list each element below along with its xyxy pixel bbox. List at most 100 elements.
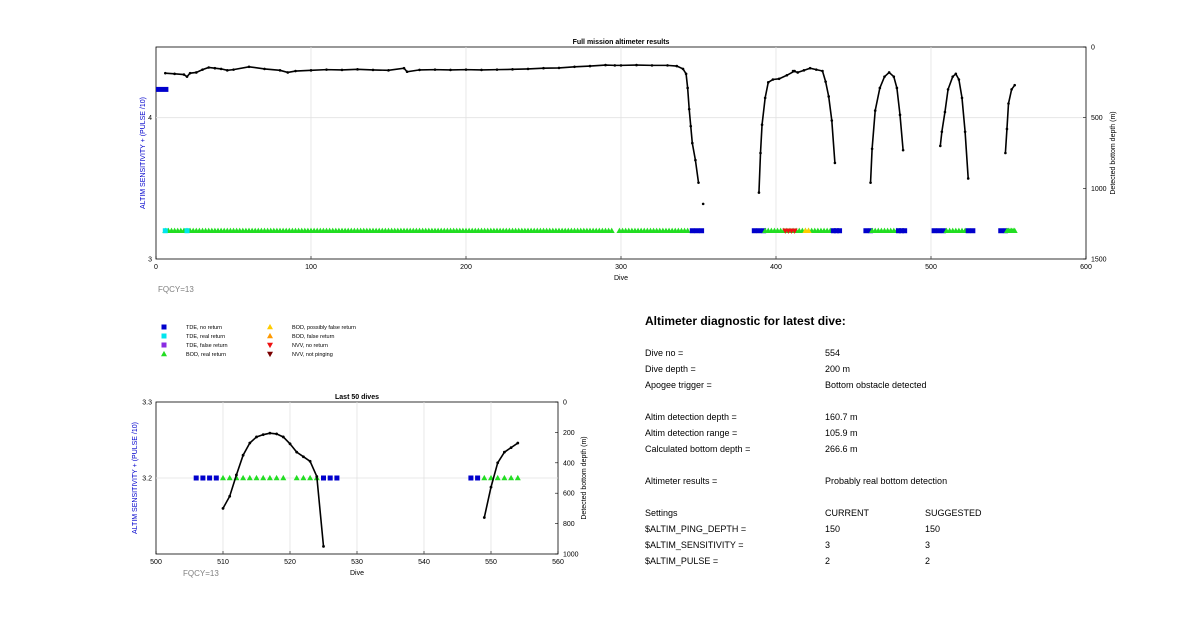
tde-no-return-marker xyxy=(830,228,836,234)
depth-point xyxy=(827,95,830,98)
depth-point xyxy=(689,124,693,128)
depth-point xyxy=(802,69,806,72)
diagnostic-title: Altimeter diagnostic for latest dive: xyxy=(645,314,846,328)
depth-point xyxy=(830,119,834,122)
legend-item: BOD, real return xyxy=(161,350,226,358)
legend-label: TDE, no return xyxy=(186,325,222,331)
y-tick-label: 4 xyxy=(148,115,152,122)
depth-point xyxy=(188,71,192,75)
depth-series-line xyxy=(792,67,836,163)
full-mission-title: Full mission altimeter results xyxy=(573,39,670,46)
diagnostic-row xyxy=(645,460,1175,474)
bod-real-return-legend-marker xyxy=(161,350,167,357)
depth-point xyxy=(766,81,770,84)
depth-point xyxy=(387,69,390,72)
last-50-marks xyxy=(193,431,521,548)
x-tick-label: 500 xyxy=(150,559,162,566)
tde-no-return-marker xyxy=(936,228,942,234)
bod-real-return-marker xyxy=(240,474,247,481)
depth-point xyxy=(195,71,198,74)
tde-no-return-marker xyxy=(940,228,946,234)
diagnostic-value: CURRENT xyxy=(825,508,869,518)
depth-point xyxy=(771,78,775,81)
bod-real-return-marker xyxy=(246,474,253,481)
x-tick-label: 540 xyxy=(418,559,430,566)
tde-no-return-marker xyxy=(970,228,976,234)
depth-point xyxy=(526,67,530,71)
last-50-right-axis-label: Detected bottom depth (m) xyxy=(581,436,588,519)
nvv-not-pinging-legend-marker xyxy=(267,351,273,358)
depth-point xyxy=(759,151,762,155)
diagnostic-row xyxy=(645,492,1175,506)
depth-point xyxy=(542,66,545,70)
depth-point xyxy=(405,70,409,74)
depth-point xyxy=(557,66,561,70)
full-mission-grid xyxy=(156,47,1086,259)
bod-real-return-marker xyxy=(293,474,300,481)
legend-item: BOD, false return xyxy=(267,332,335,340)
bod-real-return-marker xyxy=(508,474,515,481)
legend-label: BOD, real return xyxy=(186,352,226,358)
depth-point xyxy=(604,63,607,67)
tde-no-return-marker xyxy=(899,228,905,234)
altimeter-diagnostic-panel: Altimeter diagnostic for latest dive: Di… xyxy=(645,312,1175,612)
depth-point xyxy=(286,71,290,74)
depth-point xyxy=(697,181,700,184)
tde-no-return-marker xyxy=(998,228,1004,234)
depth-point xyxy=(957,78,961,81)
depth-point xyxy=(951,75,954,78)
right-y-tick-label: 0 xyxy=(563,400,567,407)
full-mission-y-axis-label: ALTIM SENSITIVITY + (PULSE /10) xyxy=(140,97,147,209)
bod-real-return-marker xyxy=(608,227,615,233)
diagnostic-label: Apogee trigger = xyxy=(645,380,712,390)
last-50-x-axis-label: Dive xyxy=(350,570,364,577)
tde-no-return-legend-marker xyxy=(161,324,167,330)
right-y-tick-label: 200 xyxy=(563,430,575,437)
bod-real-return-marker xyxy=(514,474,521,481)
diagnostic-label: Dive no = xyxy=(645,348,684,358)
legend-label: BOD, possibly false return xyxy=(292,325,356,331)
legend-item: BOD, possibly false return xyxy=(267,323,356,331)
diagnostic-row: Dive no = 554 xyxy=(645,348,1175,362)
depth-point xyxy=(777,77,781,81)
depth-point xyxy=(464,68,468,71)
depth-point xyxy=(883,75,886,78)
diagnostic-value: Bottom obstacle detected xyxy=(825,380,927,390)
y-tick-label: 3 xyxy=(148,257,152,264)
depth-point xyxy=(356,68,359,71)
y-tick-label: 3.3 xyxy=(142,400,152,407)
depth-point xyxy=(503,450,506,454)
legend-label: BOD, false return xyxy=(292,334,335,340)
tde-no-return-marker xyxy=(833,228,839,234)
diagnostic-label: $ALTIM_PULSE = xyxy=(645,556,719,566)
diagnostic-row: Calculated bottom depth = 266.6 m xyxy=(645,444,1175,458)
depth-point xyxy=(869,181,872,184)
depth-point xyxy=(870,147,874,151)
tde-real-return-marker xyxy=(162,228,168,234)
bod-real-return-marker xyxy=(481,474,488,481)
depth-point xyxy=(960,96,964,100)
bod-real-return-marker xyxy=(226,474,233,481)
depth-point xyxy=(824,80,827,83)
depth-point xyxy=(322,545,325,548)
full-mission-x-axis-label: Dive xyxy=(614,275,628,282)
depth-point xyxy=(954,72,958,76)
diagnostic-value: 3 xyxy=(825,540,831,550)
tde-no-return-marker xyxy=(327,475,333,481)
diagnostic-label: $ALTIM_SENSITIVITY = xyxy=(645,540,744,550)
bod-real-return-marker xyxy=(1011,227,1018,233)
depth-point xyxy=(821,69,824,73)
tde-no-return-marker xyxy=(193,475,199,481)
last-50-dives-chart: 500 510 520 530 540 550 560 3.2 3.3 0 200 400 600 800… xyxy=(132,394,588,578)
depth-point xyxy=(613,64,617,67)
diagnostic-row xyxy=(645,396,1175,410)
depth-point xyxy=(887,71,891,74)
right-y-tick-label: 1000 xyxy=(563,552,579,559)
diagnostic-value: 150 xyxy=(825,524,841,534)
depth-point xyxy=(694,158,697,162)
right-y-tick-label: 800 xyxy=(563,521,575,528)
depth-point xyxy=(482,516,486,519)
depth-point xyxy=(1004,151,1007,155)
depth-point xyxy=(248,441,252,445)
depth-point xyxy=(241,453,245,457)
